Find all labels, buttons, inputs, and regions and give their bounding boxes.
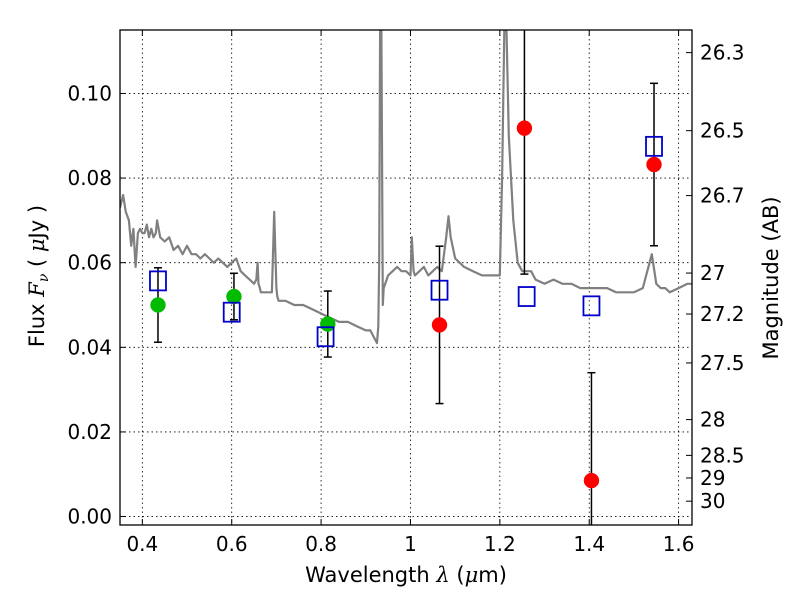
x-axis-label-open: ( bbox=[456, 563, 464, 587]
model-photometry-square bbox=[316, 326, 335, 348]
y-axis-label-sub: ν bbox=[36, 273, 52, 282]
y-tick-label: 0.00 bbox=[67, 505, 112, 529]
x-tick-label: 1.4 bbox=[573, 532, 605, 556]
y2-tick-label: 26.3 bbox=[700, 41, 745, 65]
y2-tick-label: 28.5 bbox=[700, 443, 745, 467]
x-tick-label: 0.4 bbox=[126, 532, 158, 556]
model-photometry-square bbox=[149, 270, 167, 292]
red-data-point bbox=[583, 472, 600, 489]
x-axis-label-rest: m) bbox=[478, 563, 507, 587]
x-axis-label: Wavelength λ (μm) bbox=[305, 563, 507, 587]
red-data-point bbox=[431, 317, 448, 333]
y-axis-label-open: ( bbox=[25, 252, 49, 274]
y2-tick-label: 30 bbox=[700, 489, 725, 513]
x-axis-label-prefix: Wavelength bbox=[305, 563, 430, 587]
ticks-layer: 0.4 0.6 0.8 1 1.2 1.4 1.6 0.00 0.02 0.04 0.06 0.08 0… bbox=[67, 30, 745, 556]
model-photometry-square bbox=[582, 295, 601, 317]
y2-tick-label: 29 bbox=[700, 466, 725, 490]
y-axis-label: Flux Fν ( μJy ) bbox=[25, 205, 52, 347]
x-axis-label-var: λ bbox=[435, 563, 449, 587]
y2-tick-label: 26.5 bbox=[700, 119, 745, 143]
y2-tick-label: 27 bbox=[700, 261, 725, 285]
green-data-point bbox=[226, 288, 242, 305]
plot-frame bbox=[119, 29, 693, 526]
sed-layer bbox=[120, 30, 692, 345]
model-photometry-square bbox=[645, 135, 663, 157]
x-tick-label: 0.6 bbox=[216, 532, 248, 556]
y-tick-label: 0.10 bbox=[67, 81, 112, 105]
x-tick-label: 0.8 bbox=[305, 532, 337, 556]
sed-model-curve bbox=[120, 30, 692, 345]
green-data-point bbox=[150, 297, 166, 313]
model-photometry-square bbox=[430, 279, 449, 301]
y-tick-label: 0.04 bbox=[67, 335, 112, 359]
red-data-point bbox=[516, 120, 533, 136]
x-tick-label: 1.2 bbox=[484, 532, 516, 556]
y2-tick-label: 27.5 bbox=[700, 351, 745, 375]
x-axis-label-mu: μ bbox=[465, 563, 479, 587]
x-tick-label: 1 bbox=[404, 532, 417, 556]
y-axis-label-var: F bbox=[25, 281, 49, 298]
y-tick-label: 0.06 bbox=[67, 251, 112, 275]
marker-layer bbox=[149, 120, 663, 489]
y-tick-label: 0.02 bbox=[67, 420, 112, 444]
y-axis-label-mu: μ bbox=[25, 238, 49, 252]
x-tick-label: 1.6 bbox=[663, 532, 695, 556]
y-axis-label-rest: Jy ) bbox=[25, 205, 49, 241]
model-photometry-square bbox=[222, 301, 241, 323]
grid-layer bbox=[120, 30, 692, 525]
y-tick-label: 0.08 bbox=[67, 166, 112, 190]
y2-tick-label: 26.7 bbox=[700, 184, 745, 208]
y2-tick-label: 27.2 bbox=[700, 302, 745, 326]
y-axis-label-prefix: Flux bbox=[25, 303, 49, 347]
y2-axis-label: Magnitude (AB) bbox=[759, 196, 783, 359]
model-photometry-square bbox=[517, 286, 536, 307]
y2-tick-label: 28 bbox=[700, 408, 725, 432]
red-data-point bbox=[646, 156, 662, 173]
